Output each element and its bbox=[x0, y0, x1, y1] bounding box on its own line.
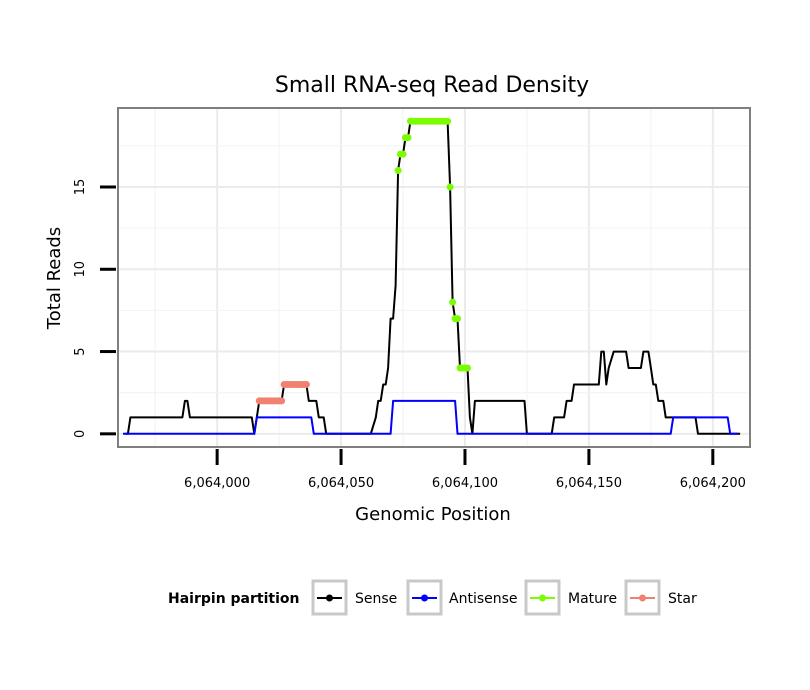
legend-item-antisense: Antisense bbox=[406, 579, 518, 616]
x-tick-label: 6,064,150 bbox=[556, 476, 622, 491]
y-tick-label: 10 bbox=[73, 261, 88, 278]
x-tick-label: 6,064,000 bbox=[184, 476, 250, 491]
legend-label-antisense: Antisense bbox=[449, 591, 518, 607]
data-point-mature bbox=[446, 183, 454, 191]
legend-title: Hairpin partition bbox=[168, 591, 299, 607]
data-point-mature bbox=[444, 117, 452, 125]
series-layer bbox=[123, 117, 741, 435]
legend-swatch-point-sense bbox=[326, 594, 333, 602]
data-point-star bbox=[278, 397, 286, 405]
data-point-mature bbox=[399, 150, 407, 158]
y-axis-title: Total Reads bbox=[44, 227, 65, 330]
data-point-mature bbox=[464, 364, 471, 372]
legend-swatch-point-mature bbox=[539, 594, 546, 602]
legend-item-mature: Mature bbox=[524, 579, 617, 616]
legend-label-star: Star bbox=[668, 591, 697, 607]
legend-item-sense: Sense bbox=[311, 579, 397, 616]
y-tick-label: 5 bbox=[73, 347, 88, 355]
data-point-mature bbox=[394, 167, 402, 174]
x-tick-label: 6,064,100 bbox=[432, 476, 498, 491]
data-point-mature bbox=[449, 298, 457, 306]
legend: Hairpin partition Sense Antisense Mature… bbox=[168, 579, 697, 616]
grid-lines bbox=[118, 108, 750, 447]
legend-item-star: Star bbox=[624, 579, 697, 616]
data-point-mature bbox=[404, 134, 412, 142]
legend-swatch-point-star bbox=[639, 594, 646, 602]
y-tick-label: 15 bbox=[73, 179, 88, 196]
y-tick-label: 0 bbox=[73, 430, 88, 438]
x-tick-label: 6,064,050 bbox=[308, 476, 374, 491]
x-axis-title: Genomic Position bbox=[355, 504, 511, 525]
legend-label-mature: Mature bbox=[568, 591, 617, 607]
plot-panel-border bbox=[117, 107, 751, 448]
plot-panel bbox=[118, 108, 750, 447]
legend-label-sense: Sense bbox=[355, 591, 397, 607]
chart-title: Small RNA-seq Read Density bbox=[275, 73, 589, 98]
legend-swatch-point-antisense bbox=[421, 594, 428, 602]
data-point-mature bbox=[454, 315, 461, 323]
x-tick-label: 6,064,200 bbox=[680, 476, 746, 491]
axes: 6,064,000 6,064,050 6,064,100 6,064,150 6,06… bbox=[73, 179, 746, 491]
series-line-antisense bbox=[123, 399, 738, 435]
data-point-star bbox=[302, 381, 310, 388]
